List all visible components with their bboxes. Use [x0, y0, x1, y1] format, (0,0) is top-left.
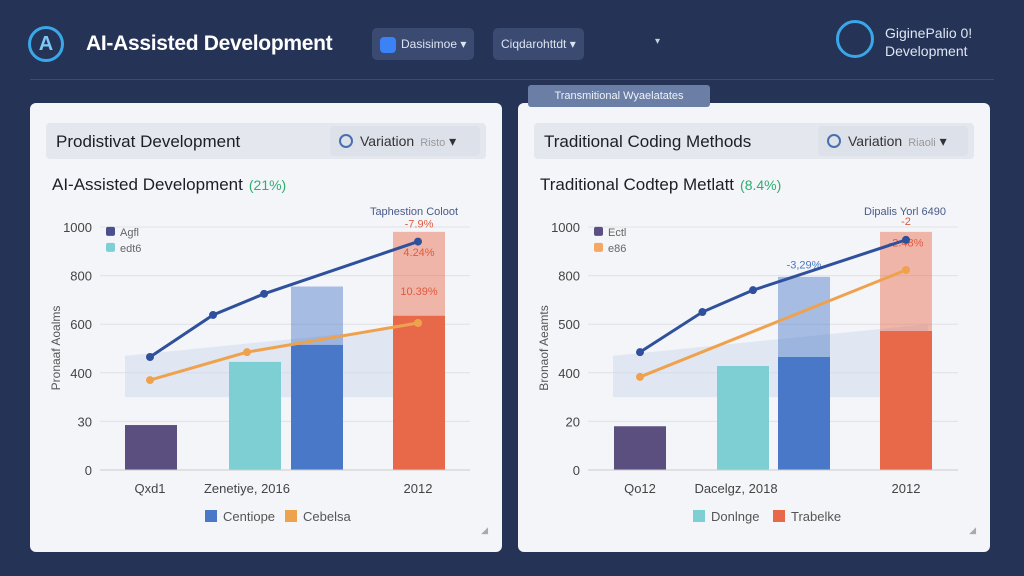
resize-icon[interactable]: ◢	[969, 525, 976, 535]
legend-swatch	[773, 510, 785, 522]
bar	[880, 331, 932, 470]
confidence-band	[125, 324, 440, 398]
y-tick-label: 500	[558, 317, 580, 332]
dropdown-2-label: Ciqdarohttdt	[501, 37, 567, 51]
y-tick-label: 0	[573, 463, 580, 478]
chart-annotation: Dipalis Yorl 6490	[864, 206, 946, 218]
panel-ai-assisted: Prodistivat Development Variation Risto ▾…	[30, 103, 502, 552]
dropdown-2[interactable]: Ciqdarohttdt ▾	[493, 28, 584, 60]
series-point	[636, 372, 644, 381]
bar	[717, 365, 769, 470]
legend-swatch	[594, 226, 603, 236]
confidence-band	[613, 324, 928, 398]
legend-label: e86	[608, 243, 626, 255]
panel-header: Traditional Coding Methods Variation Riao…	[534, 123, 974, 159]
series-point	[146, 376, 154, 385]
panel-title: Traditional Coding Methods	[544, 132, 752, 151]
bar-data-label: -3,29%	[787, 259, 822, 271]
x-tick-label: 2012	[892, 481, 921, 496]
tooltip: Transmitional Wyaelatates	[528, 85, 710, 107]
bar	[229, 361, 281, 470]
series-point	[414, 318, 422, 327]
bar	[614, 426, 666, 470]
y-tick-label: 1000	[63, 220, 92, 235]
series-point	[902, 266, 910, 275]
globe-icon	[827, 134, 841, 148]
legend-swatch	[106, 242, 115, 252]
divider	[30, 79, 994, 80]
x-tick-label: Qxd1	[134, 481, 165, 496]
chart: 0 30 400 600 800 1000 Pronaaf Aoalms Taphestion…	[49, 206, 470, 524]
x-tick-label: Zenetiye, 2016	[204, 481, 290, 496]
y-tick-label: 800	[558, 269, 580, 284]
legend-swatch	[285, 510, 297, 522]
series-line	[639, 238, 907, 354]
y-tick-label: 1000	[551, 220, 580, 235]
chart-subtitle: Traditional Codtep Metlatt (8.4%)	[540, 175, 782, 194]
y-tick-label: 0	[85, 463, 92, 478]
y-tick-label: 20	[566, 414, 580, 429]
dropdown-1-label: Dasisimoe	[401, 37, 458, 51]
series-point	[146, 353, 154, 362]
series-line	[639, 268, 907, 379]
y-tick-label: 400	[70, 366, 92, 381]
bar-extension	[880, 231, 932, 332]
legend-label: Agfl	[120, 227, 139, 239]
dashboard-icon	[380, 36, 396, 53]
panel-title: Prodistivat Development	[56, 132, 241, 151]
variation-dropdown[interactable]: Variation Risto ▾	[330, 126, 480, 156]
bar-extension	[291, 286, 343, 345]
series-point	[698, 308, 707, 317]
panel-traditional: Traditional Coding Methods Variation Riao…	[518, 103, 990, 552]
series-point	[636, 348, 644, 357]
legend-swatch	[205, 510, 217, 522]
bar	[291, 344, 343, 470]
variation-dropdown[interactable]: Variation Riaoli ▾	[818, 126, 968, 156]
y-tick-label: 400	[558, 366, 580, 381]
legend-swatch	[594, 242, 603, 252]
series-point	[260, 289, 269, 298]
y-axis-label: Bronaof Aeamts	[537, 305, 551, 390]
bar-data-label: -7.9%	[405, 218, 434, 230]
series-point	[209, 310, 218, 319]
bar	[778, 357, 830, 470]
resize-icon[interactable]: ◢	[481, 525, 488, 535]
y-axis-label: Pronaaf Aoalms	[49, 306, 63, 391]
panel-header: Prodistivat Development Variation Risto ▾	[46, 123, 486, 159]
app-logo-icon: A	[28, 26, 64, 62]
legend-label: Ectl	[608, 227, 626, 239]
y-tick-label: 600	[70, 317, 92, 332]
x-tick-label: Dacelgz, 2018	[694, 481, 777, 496]
series-point	[414, 237, 422, 246]
chart: 0 20 400 500 800 1000 Bronaof Aeamts Dipalis Yo…	[537, 206, 958, 524]
bar	[125, 425, 177, 470]
legend-label: Trabelke	[791, 509, 841, 524]
x-tick-label: Qo12	[624, 481, 656, 496]
y-tick-label: 30	[78, 414, 92, 429]
app-title: AI-Assisted Development	[86, 32, 333, 55]
legend-label: Centiope	[223, 509, 275, 524]
brand-logo-icon	[836, 20, 874, 58]
legend-label: Cebelsa	[303, 509, 351, 524]
brand-name: GiginePalio 0! Development	[885, 25, 973, 59]
y-tick-label: 800	[70, 269, 92, 284]
dropdown-1[interactable]: Dasisimoe ▾	[372, 28, 475, 60]
bar-data-label: -2	[901, 216, 911, 228]
series-point	[243, 348, 251, 357]
series-point	[749, 286, 757, 295]
series-line	[149, 240, 419, 359]
chevron-down-icon[interactable]: ▾	[655, 36, 661, 47]
bar-data-label: 4.24%	[403, 247, 434, 259]
bar-data-label: 10.39%	[400, 286, 438, 298]
legend-swatch	[106, 226, 115, 236]
chart-annotation: Taphestion Coloot	[370, 206, 458, 218]
series-point	[902, 235, 910, 244]
legend-label: edt6	[120, 243, 141, 255]
chart-subtitle: AI-Assisted Development (21%)	[52, 175, 287, 194]
legend-label: Donlnge	[711, 509, 759, 524]
legend-swatch	[693, 510, 705, 522]
bar	[393, 315, 445, 470]
x-tick-label: 2012	[404, 481, 433, 496]
globe-icon	[339, 134, 353, 148]
